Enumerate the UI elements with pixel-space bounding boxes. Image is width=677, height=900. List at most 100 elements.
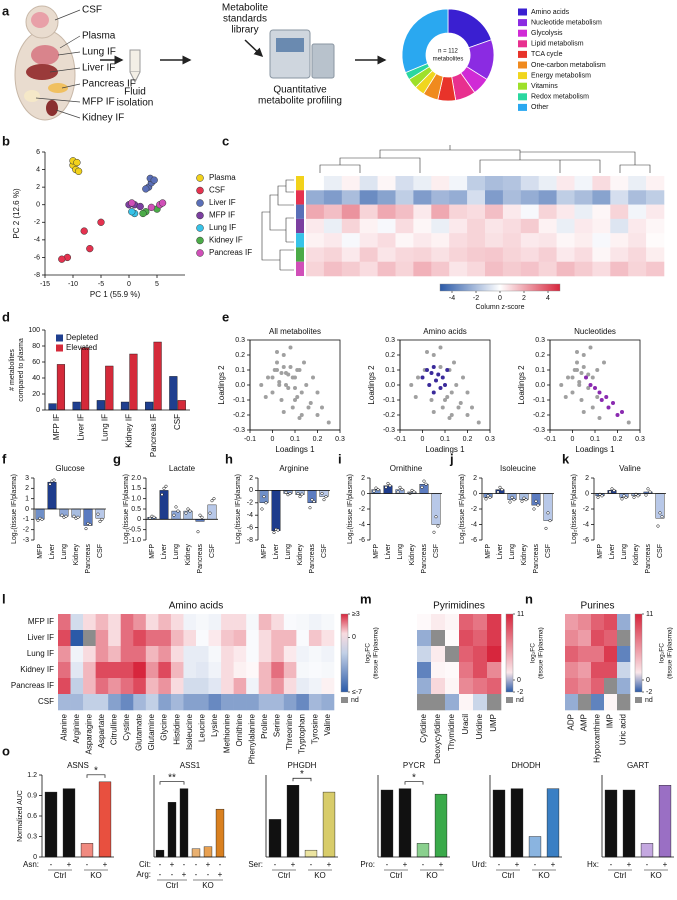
- heatmap-cell: [321, 694, 335, 711]
- scatter-point: [128, 199, 136, 207]
- heatmap-cell: [395, 218, 414, 234]
- x-tick-label: 0.1: [440, 436, 450, 443]
- scatter-point: [581, 410, 586, 414]
- y-tick-label: 6: [36, 149, 40, 156]
- column-label: Cystine: [122, 713, 131, 740]
- heatmap-cell: [83, 630, 96, 647]
- scatter-point: [559, 383, 564, 387]
- heatmap-cell: [170, 646, 184, 663]
- heatmap-cell: [108, 694, 122, 711]
- colorbar: [634, 613, 643, 693]
- significance-bracket: [159, 781, 185, 785]
- scatter-point: [602, 360, 606, 365]
- heatmap-cell: [610, 176, 629, 191]
- bar: [655, 493, 665, 519]
- legend-label: Depleted: [66, 333, 98, 342]
- x-tick-label: Lung: [173, 544, 180, 560]
- y-tick-label: 0: [36, 202, 40, 209]
- scatter-point: [429, 371, 434, 375]
- heatmap-cell: [445, 646, 460, 663]
- heatmap-cell: [459, 630, 474, 647]
- x-tick-label: 0.3: [335, 436, 345, 443]
- y-tick-label: 0: [361, 490, 365, 497]
- center-label: metabolites: [433, 57, 464, 63]
- heatmap-cell: [308, 678, 322, 695]
- data-point: [610, 487, 614, 491]
- heatmap-cell: [308, 646, 322, 663]
- scatter-point: [158, 199, 167, 207]
- heatmap-cell: [258, 694, 272, 711]
- heatmap-cell: [565, 694, 579, 711]
- y-tick-label: 100: [28, 327, 40, 334]
- x-tick-label: 0.1: [290, 436, 300, 443]
- heatmap-cell: [233, 662, 247, 679]
- heatmap-cell: [487, 678, 502, 695]
- heatmap-cell: [233, 630, 247, 647]
- legend-label: Glycolysis: [531, 30, 563, 37]
- scatter-point: [606, 405, 611, 410]
- heatmap-cell: [258, 646, 272, 663]
- condition-sign: -: [498, 860, 501, 869]
- data-point: [546, 511, 550, 515]
- y-tick-label: -2: [34, 219, 40, 226]
- heatmap-cell: [459, 662, 474, 679]
- significance-label: *: [412, 772, 416, 783]
- y-axis-label: Log₂(tissue IF/plasma): [571, 474, 578, 544]
- x-tick-label: CSF: [433, 544, 440, 558]
- data-point: [160, 492, 164, 497]
- heatmap-cell: [628, 218, 647, 234]
- heatmap-cell: [158, 630, 172, 647]
- colorbar-label: log₂FC: [659, 643, 666, 663]
- heatmap-cell: [246, 614, 260, 631]
- heatmap-cell: [246, 630, 260, 647]
- scatter-point: [281, 353, 286, 357]
- data-point: [262, 495, 266, 499]
- data-point: [376, 488, 380, 492]
- condition-sign: +: [182, 870, 187, 879]
- heatmap-cell: [321, 630, 335, 647]
- bar: [44, 791, 58, 858]
- heatmap-cell: [83, 614, 96, 631]
- scatter-point: [290, 375, 295, 380]
- data-point: [152, 515, 156, 519]
- heatmap-cell: [604, 694, 618, 711]
- heatmap-cell: [556, 176, 575, 191]
- heatmap-cell: [158, 646, 172, 663]
- scatter-point: [577, 380, 582, 384]
- scatter-point: [279, 398, 284, 402]
- heatmap-cell: [395, 204, 414, 220]
- heatmap-cell: [604, 614, 618, 631]
- heatmap-cell: [233, 694, 247, 711]
- scatter-point: [588, 345, 593, 350]
- heatmap-cell: [183, 662, 197, 679]
- y-tick-label: -0.2: [233, 412, 245, 419]
- scatter-point: [590, 405, 595, 410]
- heatmap-cell: [359, 176, 378, 191]
- x-tick-label: 5: [155, 281, 159, 288]
- data-point: [498, 485, 502, 489]
- y-tick-label: 2: [36, 184, 40, 191]
- heatmap-cell: [520, 190, 539, 205]
- legend-label: Other: [531, 104, 549, 111]
- heatmap-cell: [445, 630, 460, 647]
- y-tick-label: -6: [34, 254, 40, 261]
- heatmap-cell: [520, 204, 539, 220]
- column-label: UMP: [489, 714, 498, 732]
- heatmap-cell: [196, 694, 209, 711]
- heatmap-cell: [592, 176, 611, 191]
- heatmap-cell: [120, 614, 134, 631]
- scatter-point: [458, 401, 463, 405]
- x-axis-label: Loadings 1: [275, 445, 315, 454]
- x-tick-label: -15: [40, 281, 50, 288]
- data-point: [508, 500, 512, 504]
- panel-label: i: [338, 451, 342, 466]
- heatmap-cell: [413, 190, 432, 205]
- y-tick-label: -0.2: [533, 412, 545, 419]
- scatter-point: [588, 383, 593, 387]
- bar: [622, 789, 636, 858]
- scatter-point: [147, 203, 156, 212]
- column-label: Leucine: [197, 713, 206, 742]
- heatmap-cell: [449, 190, 468, 205]
- row-label: CSF: [38, 697, 54, 706]
- data-point: [656, 524, 660, 528]
